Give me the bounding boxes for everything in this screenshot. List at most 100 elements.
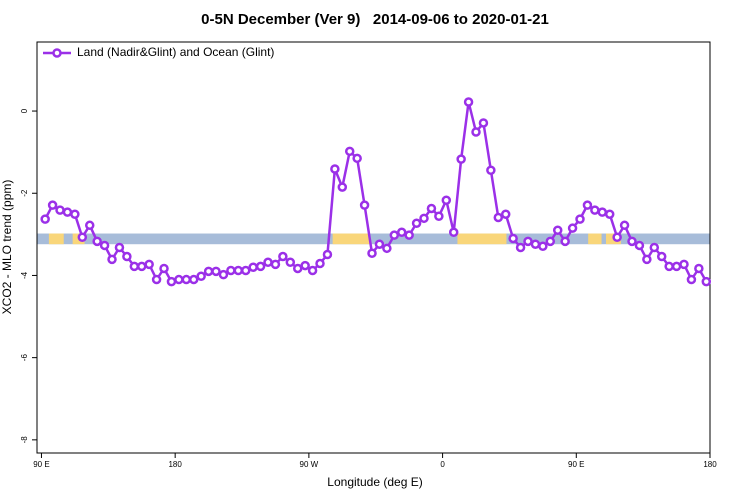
y-tick-label: -8 [20, 436, 29, 444]
data-point [218, 269, 229, 280]
data-point [575, 214, 585, 224]
data-point [597, 207, 608, 217]
data-point [278, 251, 288, 262]
data-point [523, 236, 533, 247]
data-point [642, 254, 652, 265]
data-point [240, 265, 251, 276]
legend-label: Land (Nadir&Glint) and Ocean (Glint) [77, 45, 274, 59]
data-point [679, 259, 689, 270]
data-point [441, 195, 452, 205]
data-point [359, 200, 370, 210]
data-point [70, 209, 80, 219]
data-point [203, 266, 214, 277]
data-point [500, 209, 511, 219]
data-point [255, 261, 266, 272]
data-point [55, 205, 65, 215]
data-point [84, 220, 95, 231]
data-point [196, 271, 206, 282]
y-tick-label: -6 [20, 354, 29, 362]
y-tick-label: 0 [20, 108, 29, 113]
data-point [671, 261, 682, 272]
x-axis-label: Longitude (deg E) [327, 475, 422, 489]
data-point [694, 263, 704, 274]
legend-marker [52, 48, 62, 58]
data-point [701, 276, 712, 287]
data-point [263, 257, 273, 268]
data-point [337, 182, 348, 192]
data-point [166, 276, 177, 287]
data-point [389, 230, 400, 240]
data-point [248, 262, 258, 272]
y-tick-label: -4 [20, 271, 29, 279]
data-point [686, 274, 697, 285]
data-point [330, 164, 340, 174]
chart-title: 0-5N December (Ver 9) 2014-09-06 to 2020… [201, 11, 549, 28]
x-tick-label: 180 [703, 460, 717, 469]
data-point [567, 223, 578, 233]
data-point [656, 251, 667, 262]
data-point [77, 232, 88, 242]
data-point [664, 261, 674, 272]
data-point [99, 240, 110, 251]
data-point [374, 239, 385, 249]
data-point [159, 263, 169, 274]
plot-frame [36, 41, 711, 454]
data-point [530, 239, 541, 249]
data-point [292, 263, 303, 274]
data-point [92, 236, 102, 247]
data-point [270, 259, 281, 270]
data-point [486, 165, 496, 175]
data-point [107, 254, 117, 265]
data-point [434, 211, 444, 222]
data-point [211, 266, 221, 277]
data-point [404, 230, 414, 240]
data-point [40, 214, 50, 224]
land-segment [332, 233, 370, 245]
data-point [367, 248, 377, 259]
data-point [463, 97, 474, 107]
data-point [448, 227, 459, 238]
data-point [478, 118, 489, 128]
data-point [411, 218, 422, 229]
x-tick-label: 90 E [568, 460, 584, 469]
land-segment [588, 233, 602, 245]
data-point [456, 154, 466, 164]
ocean-band [37, 233, 710, 245]
data-point [285, 257, 296, 268]
data-point [426, 203, 437, 214]
land-segment [48, 233, 64, 245]
data-point [352, 153, 362, 164]
data-point [493, 212, 504, 223]
data-point [300, 260, 310, 271]
data-point [538, 241, 548, 252]
data-point [144, 259, 154, 270]
data-point [471, 127, 481, 137]
y-axis-label: XCO2 - MLO trend (ppm) [0, 180, 14, 315]
data-point [315, 258, 325, 269]
data-point [552, 225, 563, 235]
data-point [307, 265, 318, 276]
x-tick-label: 90 W [300, 460, 319, 469]
data-point [114, 242, 125, 253]
data-point [136, 261, 147, 272]
data-point [634, 240, 645, 251]
data-point [62, 207, 73, 217]
data-point [582, 200, 593, 210]
y-tick-label: -2 [20, 189, 29, 197]
x-tick-label: 180 [168, 460, 182, 469]
data-point [649, 242, 660, 253]
data-point [174, 274, 184, 285]
data-point [233, 265, 244, 276]
data-point [590, 205, 600, 215]
data-point [515, 242, 526, 253]
data-point [396, 227, 407, 238]
data-point [47, 200, 58, 210]
data-point [627, 236, 637, 247]
data-point [181, 274, 192, 285]
data-point [419, 213, 429, 224]
data-point [560, 236, 570, 247]
data-point [188, 274, 199, 285]
data-point [382, 243, 392, 254]
data-point [129, 261, 140, 272]
